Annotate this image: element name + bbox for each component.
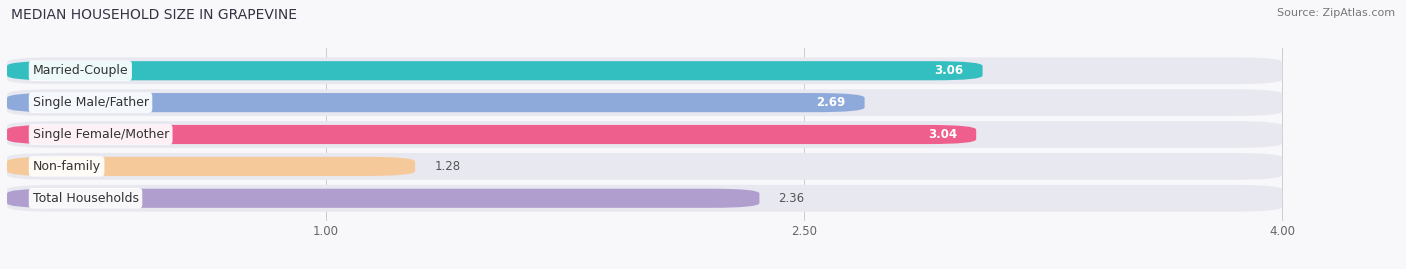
Text: Non-family: Non-family — [32, 160, 101, 173]
Text: 2.69: 2.69 — [817, 96, 845, 109]
FancyBboxPatch shape — [7, 61, 983, 80]
FancyBboxPatch shape — [7, 157, 415, 176]
FancyBboxPatch shape — [7, 121, 1282, 148]
FancyBboxPatch shape — [7, 153, 1282, 180]
FancyBboxPatch shape — [7, 93, 865, 112]
Text: Single Male/Father: Single Male/Father — [32, 96, 149, 109]
Text: Total Households: Total Households — [32, 192, 139, 205]
Text: Married-Couple: Married-Couple — [32, 64, 128, 77]
Text: MEDIAN HOUSEHOLD SIZE IN GRAPEVINE: MEDIAN HOUSEHOLD SIZE IN GRAPEVINE — [11, 8, 297, 22]
Text: 3.04: 3.04 — [928, 128, 957, 141]
FancyBboxPatch shape — [7, 89, 1282, 116]
Text: 3.06: 3.06 — [935, 64, 963, 77]
Text: 2.36: 2.36 — [779, 192, 804, 205]
Text: Single Female/Mother: Single Female/Mother — [32, 128, 169, 141]
FancyBboxPatch shape — [7, 185, 1282, 212]
Text: 1.28: 1.28 — [434, 160, 460, 173]
Text: Source: ZipAtlas.com: Source: ZipAtlas.com — [1277, 8, 1395, 18]
FancyBboxPatch shape — [7, 57, 1282, 84]
FancyBboxPatch shape — [7, 189, 759, 208]
FancyBboxPatch shape — [7, 125, 976, 144]
